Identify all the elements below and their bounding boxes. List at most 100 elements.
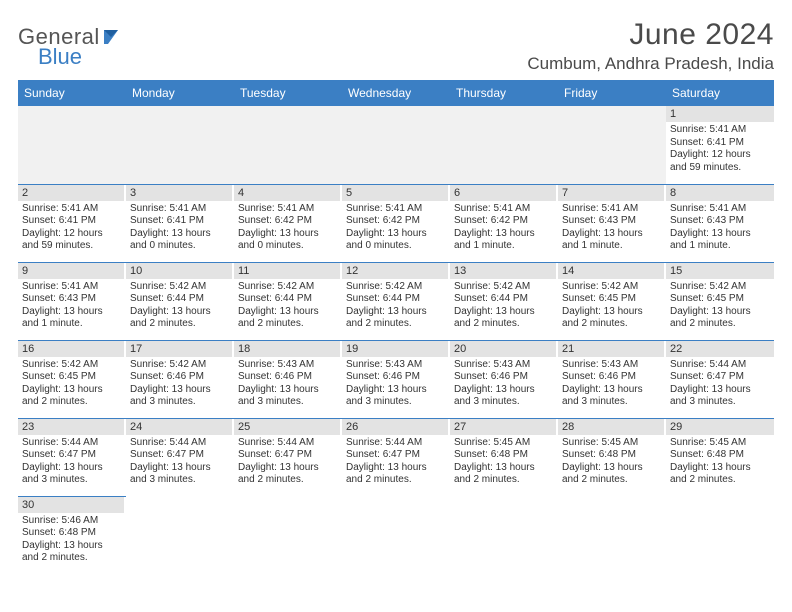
calendar-cell: 22Sunrise: 5:44 AMSunset: 6:47 PMDayligh… (666, 340, 774, 418)
day-details: Sunrise: 5:45 AMSunset: 6:48 PMDaylight:… (666, 435, 774, 489)
day-number: 21 (558, 341, 666, 357)
calendar-cell: 2Sunrise: 5:41 AMSunset: 6:41 PMDaylight… (18, 184, 126, 262)
logo-text-blue: Blue (38, 44, 82, 70)
calendar-cell: 4Sunrise: 5:41 AMSunset: 6:42 PMDaylight… (234, 184, 342, 262)
calendar-cell: 30Sunrise: 5:46 AMSunset: 6:48 PMDayligh… (18, 496, 126, 574)
calendar-cell: 5Sunrise: 5:41 AMSunset: 6:42 PMDaylight… (342, 184, 450, 262)
day-number: 30 (18, 497, 126, 513)
weekday-header: Sunday (18, 80, 126, 106)
day-number: 22 (666, 341, 774, 357)
calendar-cell: 19Sunrise: 5:43 AMSunset: 6:46 PMDayligh… (342, 340, 450, 418)
calendar-cell (126, 106, 234, 184)
calendar-cell (234, 496, 342, 574)
empty-cell (126, 106, 234, 184)
day-number: 17 (126, 341, 234, 357)
calendar-cell (558, 106, 666, 184)
day-details: Sunrise: 5:44 AMSunset: 6:47 PMDaylight:… (342, 435, 450, 489)
calendar-cell: 6Sunrise: 5:41 AMSunset: 6:42 PMDaylight… (450, 184, 558, 262)
day-details: Sunrise: 5:41 AMSunset: 6:41 PMDaylight:… (126, 201, 234, 255)
day-number: 9 (18, 263, 126, 279)
day-number: 19 (342, 341, 450, 357)
calendar-cell: 24Sunrise: 5:44 AMSunset: 6:47 PMDayligh… (126, 418, 234, 496)
weekday-header: Monday (126, 80, 234, 106)
calendar-cell: 14Sunrise: 5:42 AMSunset: 6:45 PMDayligh… (558, 262, 666, 340)
day-number: 1 (666, 106, 774, 122)
day-number: 3 (126, 185, 234, 201)
calendar-cell: 9Sunrise: 5:41 AMSunset: 6:43 PMDaylight… (18, 262, 126, 340)
calendar-cell (558, 496, 666, 574)
header: General June 2024 Cumbum, Andhra Pradesh… (18, 18, 774, 74)
calendar-cell (18, 106, 126, 184)
day-number: 16 (18, 341, 126, 357)
calendar-cell: 23Sunrise: 5:44 AMSunset: 6:47 PMDayligh… (18, 418, 126, 496)
empty-cell (558, 106, 666, 184)
day-details: Sunrise: 5:41 AMSunset: 6:42 PMDaylight:… (234, 201, 342, 255)
day-number: 15 (666, 263, 774, 279)
day-details: Sunrise: 5:46 AMSunset: 6:48 PMDaylight:… (18, 513, 126, 567)
day-details: Sunrise: 5:42 AMSunset: 6:46 PMDaylight:… (126, 357, 234, 411)
calendar-cell: 15Sunrise: 5:42 AMSunset: 6:45 PMDayligh… (666, 262, 774, 340)
calendar-cell: 1Sunrise: 5:41 AMSunset: 6:41 PMDaylight… (666, 106, 774, 184)
day-details: Sunrise: 5:45 AMSunset: 6:48 PMDaylight:… (450, 435, 558, 489)
day-details: Sunrise: 5:42 AMSunset: 6:44 PMDaylight:… (342, 279, 450, 333)
day-number: 8 (666, 185, 774, 201)
location-text: Cumbum, Andhra Pradesh, India (527, 54, 774, 74)
day-number: 13 (450, 263, 558, 279)
calendar-cell: 26Sunrise: 5:44 AMSunset: 6:47 PMDayligh… (342, 418, 450, 496)
calendar-cell (450, 496, 558, 574)
calendar-cell: 17Sunrise: 5:42 AMSunset: 6:46 PMDayligh… (126, 340, 234, 418)
day-number: 10 (126, 263, 234, 279)
day-number: 28 (558, 419, 666, 435)
day-number: 27 (450, 419, 558, 435)
calendar-cell: 20Sunrise: 5:43 AMSunset: 6:46 PMDayligh… (450, 340, 558, 418)
day-details: Sunrise: 5:44 AMSunset: 6:47 PMDaylight:… (18, 435, 126, 489)
calendar-cell: 11Sunrise: 5:42 AMSunset: 6:44 PMDayligh… (234, 262, 342, 340)
day-number: 25 (234, 419, 342, 435)
weekday-header: Thursday (450, 80, 558, 106)
day-number: 7 (558, 185, 666, 201)
calendar-cell (342, 496, 450, 574)
calendar-head: SundayMondayTuesdayWednesdayThursdayFrid… (18, 80, 774, 106)
day-number: 14 (558, 263, 666, 279)
day-details: Sunrise: 5:45 AMSunset: 6:48 PMDaylight:… (558, 435, 666, 489)
day-details: Sunrise: 5:44 AMSunset: 6:47 PMDaylight:… (234, 435, 342, 489)
day-details: Sunrise: 5:43 AMSunset: 6:46 PMDaylight:… (450, 357, 558, 411)
day-details: Sunrise: 5:43 AMSunset: 6:46 PMDaylight:… (558, 357, 666, 411)
day-number: 12 (342, 263, 450, 279)
calendar-body: 1Sunrise: 5:41 AMSunset: 6:41 PMDaylight… (18, 106, 774, 574)
empty-cell (450, 106, 558, 184)
day-details: Sunrise: 5:43 AMSunset: 6:46 PMDaylight:… (342, 357, 450, 411)
day-number: 26 (342, 419, 450, 435)
day-details: Sunrise: 5:41 AMSunset: 6:42 PMDaylight:… (450, 201, 558, 255)
calendar-cell: 21Sunrise: 5:43 AMSunset: 6:46 PMDayligh… (558, 340, 666, 418)
day-details: Sunrise: 5:42 AMSunset: 6:45 PMDaylight:… (18, 357, 126, 411)
day-number: 5 (342, 185, 450, 201)
weekday-header: Saturday (666, 80, 774, 106)
day-details: Sunrise: 5:42 AMSunset: 6:44 PMDaylight:… (234, 279, 342, 333)
calendar-cell (126, 496, 234, 574)
day-number: 4 (234, 185, 342, 201)
calendar-cell (234, 106, 342, 184)
day-details: Sunrise: 5:41 AMSunset: 6:41 PMDaylight:… (18, 201, 126, 255)
calendar-cell (666, 496, 774, 574)
day-number: 11 (234, 263, 342, 279)
calendar-cell: 8Sunrise: 5:41 AMSunset: 6:43 PMDaylight… (666, 184, 774, 262)
day-details: Sunrise: 5:41 AMSunset: 6:43 PMDaylight:… (666, 201, 774, 255)
day-number: 2 (18, 185, 126, 201)
calendar-cell: 7Sunrise: 5:41 AMSunset: 6:43 PMDaylight… (558, 184, 666, 262)
empty-cell (18, 106, 126, 184)
calendar-cell: 13Sunrise: 5:42 AMSunset: 6:44 PMDayligh… (450, 262, 558, 340)
calendar-cell: 18Sunrise: 5:43 AMSunset: 6:46 PMDayligh… (234, 340, 342, 418)
calendar-cell: 27Sunrise: 5:45 AMSunset: 6:48 PMDayligh… (450, 418, 558, 496)
day-number: 20 (450, 341, 558, 357)
day-details: Sunrise: 5:42 AMSunset: 6:45 PMDaylight:… (666, 279, 774, 333)
day-details: Sunrise: 5:41 AMSunset: 6:42 PMDaylight:… (342, 201, 450, 255)
calendar-table: SundayMondayTuesdayWednesdayThursdayFrid… (18, 80, 774, 574)
day-number: 24 (126, 419, 234, 435)
calendar-cell: 10Sunrise: 5:42 AMSunset: 6:44 PMDayligh… (126, 262, 234, 340)
day-details: Sunrise: 5:41 AMSunset: 6:41 PMDaylight:… (666, 122, 774, 176)
calendar-cell: 29Sunrise: 5:45 AMSunset: 6:48 PMDayligh… (666, 418, 774, 496)
day-details: Sunrise: 5:41 AMSunset: 6:43 PMDaylight:… (18, 279, 126, 333)
day-details: Sunrise: 5:42 AMSunset: 6:44 PMDaylight:… (126, 279, 234, 333)
calendar-cell: 3Sunrise: 5:41 AMSunset: 6:41 PMDaylight… (126, 184, 234, 262)
